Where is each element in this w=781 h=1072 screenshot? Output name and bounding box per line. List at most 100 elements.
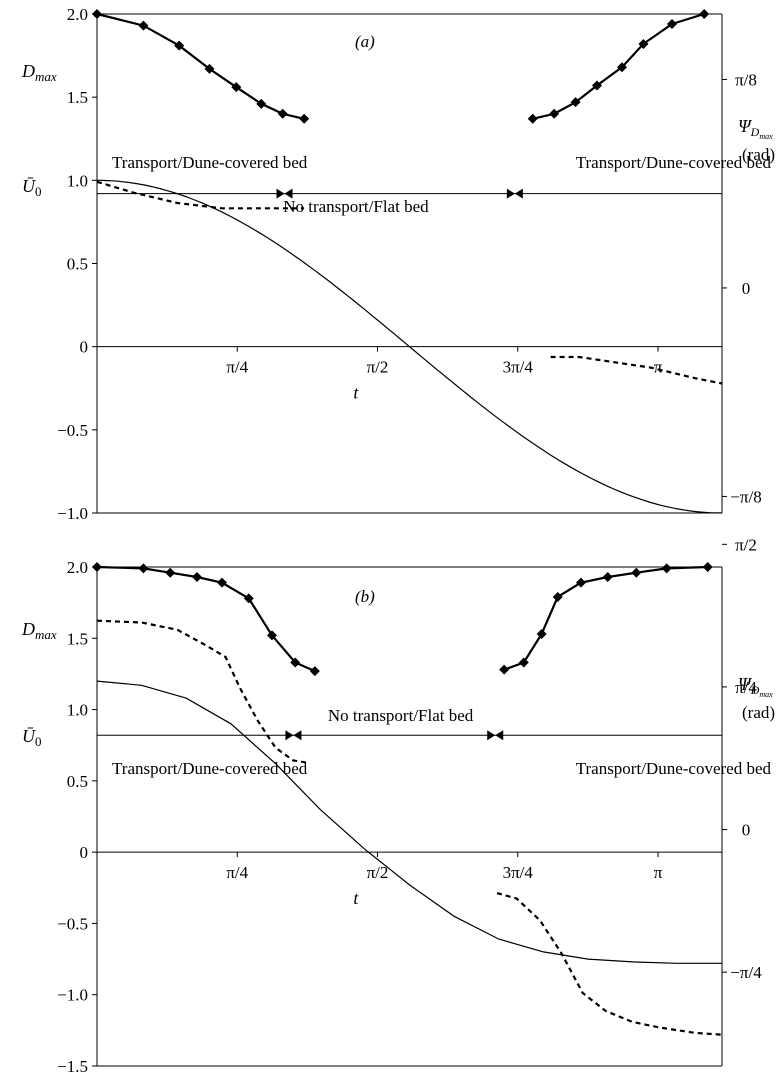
data-point-marker bbox=[290, 657, 301, 668]
y-axis-title-u0: Ū0 bbox=[22, 176, 42, 199]
y2-tick-label: π/8 bbox=[735, 70, 757, 89]
data-point-marker bbox=[138, 20, 149, 31]
threshold-arrow-head bbox=[293, 730, 302, 741]
x-tick-label: π/4 bbox=[226, 358, 248, 377]
region-label-left: Transport/Dune-covered bed bbox=[112, 153, 308, 172]
y-tick-label: 1.5 bbox=[67, 88, 88, 107]
threshold-arrow-head bbox=[276, 188, 285, 199]
y-tick-label: −1.0 bbox=[57, 986, 88, 1005]
threshold-arrow-head bbox=[487, 730, 496, 741]
data-point-marker bbox=[92, 562, 102, 572]
data-point-marker bbox=[527, 113, 538, 124]
x-tick-label: 3π/4 bbox=[503, 863, 534, 882]
data-point-marker bbox=[549, 108, 560, 119]
x-axis-title: t bbox=[353, 888, 359, 908]
panel-b: 2.0 1.5 1.0 0.5 0 −0.5 −1.0 −1.5 π/2 π/4 0 −π/4 π/4 π… bbox=[21, 535, 775, 1072]
x-tick-label: π bbox=[654, 358, 663, 377]
y-tick-label: 0 bbox=[80, 843, 89, 862]
x-tick-label: π/2 bbox=[367, 863, 389, 882]
panel-label: (a) bbox=[355, 32, 375, 51]
data-point-marker bbox=[277, 108, 288, 119]
series-line-Dmax bbox=[496, 892, 723, 1036]
y-tick-label: 1.5 bbox=[67, 629, 88, 648]
y2-axis-unit: (rad) bbox=[742, 703, 775, 722]
data-point-marker bbox=[138, 563, 149, 574]
data-point-marker bbox=[267, 630, 277, 641]
series-line-Dmax bbox=[96, 180, 305, 210]
y-tick-label: −0.5 bbox=[57, 914, 88, 933]
threshold-arrow-head bbox=[284, 188, 293, 199]
x-tick-label: π/4 bbox=[226, 863, 248, 882]
data-point-marker bbox=[243, 593, 254, 604]
data-point-marker bbox=[92, 9, 102, 19]
y-tick-label: 2.0 bbox=[67, 5, 88, 24]
data-point-marker bbox=[309, 666, 320, 677]
y2-tick-label: −π/4 bbox=[730, 963, 762, 982]
data-point-marker bbox=[602, 571, 613, 582]
y-tick-label: 0 bbox=[80, 338, 89, 357]
x-tick-label: π bbox=[654, 863, 663, 882]
series-line-Dmax bbox=[96, 619, 307, 764]
x-tick-label: 3π/4 bbox=[503, 358, 534, 377]
data-point-marker bbox=[518, 657, 529, 668]
data-point-marker bbox=[165, 567, 176, 578]
y2-axis-title-psi: ΨDmax bbox=[738, 116, 773, 141]
data-point-marker bbox=[592, 80, 602, 91]
y2-tick-label: −π/8 bbox=[730, 487, 761, 506]
series-line-0 bbox=[96, 179, 723, 514]
data-point-marker bbox=[499, 664, 510, 675]
threshold-arrow-head bbox=[514, 188, 523, 199]
data-point-marker bbox=[570, 97, 581, 108]
data-point-marker bbox=[667, 18, 677, 29]
series-line-Dmax bbox=[503, 565, 708, 671]
data-point-marker bbox=[299, 113, 310, 124]
series-line-Dmax bbox=[532, 12, 705, 120]
y-tick-label: 1.0 bbox=[67, 171, 88, 190]
y-tick-label: 2.0 bbox=[67, 558, 88, 577]
threshold-arrow-head bbox=[285, 730, 294, 741]
region-label-center: No transport/Flat bed bbox=[328, 706, 474, 725]
series-line-Dmax bbox=[96, 12, 305, 120]
y-axis-title-dmax: Dmax bbox=[21, 61, 57, 84]
y2-tick-label: 0 bbox=[742, 821, 751, 840]
y-tick-label: −0.5 bbox=[57, 421, 88, 440]
data-point-marker bbox=[256, 98, 267, 109]
data-point-marker bbox=[192, 571, 202, 582]
x-tick-label: π/2 bbox=[367, 358, 389, 377]
data-point-marker bbox=[702, 562, 713, 572]
data-point-marker bbox=[552, 591, 563, 602]
y2-axis-unit: (rad) bbox=[742, 145, 775, 164]
panel-a: 2.01.51.00.50−0.5−1.0π/4π/80−π/8π/4π/23π… bbox=[21, 5, 775, 523]
region-label-right: Transport/Dune-covered bed bbox=[576, 759, 772, 778]
series-line-Dmax bbox=[96, 565, 316, 673]
region-label-center: No transport/Flat bed bbox=[283, 197, 429, 216]
data-point-marker bbox=[638, 38, 649, 49]
y2-tick-label: 0 bbox=[742, 279, 751, 298]
data-point-marker bbox=[217, 577, 227, 588]
threshold-arrow-head bbox=[506, 188, 515, 199]
y-axis-title-u0: Ū0 bbox=[22, 726, 42, 749]
threshold-arrow-head bbox=[495, 730, 504, 741]
y2-tick-label: π/4 bbox=[735, 678, 757, 697]
y-axis-title-dmax: Dmax bbox=[21, 619, 57, 642]
y-tick-label: −1.0 bbox=[57, 504, 88, 523]
data-point-marker bbox=[204, 63, 215, 74]
y-tick-label: 0.5 bbox=[67, 255, 88, 274]
data-point-marker bbox=[575, 577, 586, 588]
y-tick-label: 1.0 bbox=[67, 701, 88, 720]
data-point-marker bbox=[174, 40, 185, 51]
series-line-0 bbox=[96, 680, 722, 964]
y-tick-label: −1.5 bbox=[57, 1057, 88, 1072]
y2-tick-label: π/2 bbox=[735, 535, 757, 554]
region-label-right: Transport/Dune-covered bed bbox=[576, 153, 772, 172]
y-tick-label: 0.5 bbox=[67, 772, 88, 791]
data-point-marker bbox=[231, 82, 242, 93]
y2-axis-title-psi: ΨDmax bbox=[738, 674, 773, 699]
data-point-marker bbox=[661, 563, 672, 574]
data-point-marker bbox=[536, 629, 547, 640]
x-axis-title: t bbox=[353, 383, 359, 403]
data-point-marker bbox=[699, 9, 710, 19]
data-point-marker bbox=[617, 62, 627, 73]
region-label-left: Transport/Dune-covered bed bbox=[112, 759, 308, 778]
